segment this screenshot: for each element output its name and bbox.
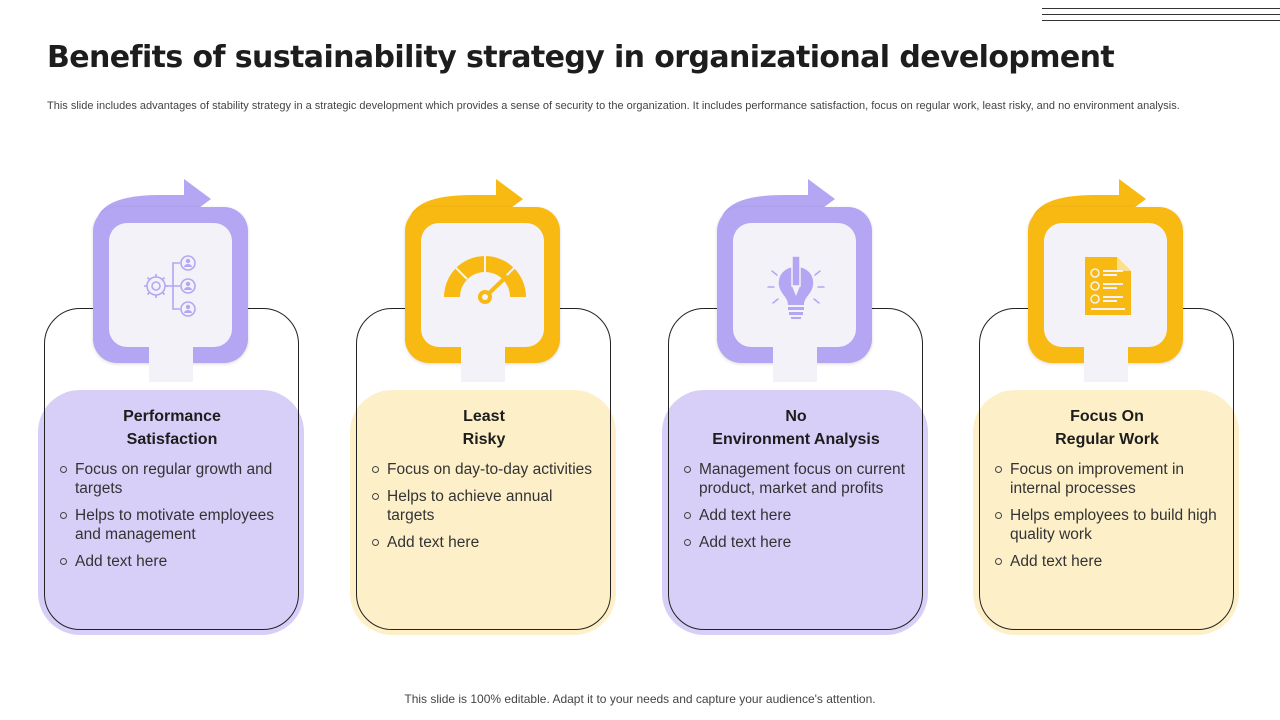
bullet-list: Focus on improvement in internal process… bbox=[994, 460, 1219, 579]
bullet-item: Focus on day-to-day activities bbox=[371, 460, 596, 479]
card-title: Focus On Regular Work bbox=[1055, 408, 1159, 448]
lightbulb-pencil-icon bbox=[767, 255, 825, 319]
bullet-item: Management focus on current product, mar… bbox=[683, 460, 908, 498]
card-title: Least Risky bbox=[462, 408, 506, 448]
bullet-item: Helps to motivate employees and manageme… bbox=[59, 506, 284, 544]
bullet-item: Focus on improvement in internal process… bbox=[994, 460, 1219, 498]
speedometer-gauge-icon bbox=[444, 256, 526, 304]
bullet-list: Management focus on current product, mar… bbox=[683, 460, 908, 560]
bullet-item: Add text here bbox=[683, 533, 908, 552]
document-list-icon bbox=[1085, 257, 1131, 315]
page-title: Benefits of sustainability strategy in o… bbox=[47, 40, 1115, 75]
bullet-list: Focus on day-to-day activities Helps to … bbox=[371, 460, 596, 560]
curved-arrow-decoration bbox=[1031, 179, 1146, 223]
curved-arrow-decoration bbox=[720, 179, 835, 223]
card-performance-satisfaction: Performance Satisfaction Focus on regula… bbox=[38, 175, 308, 637]
card-no-environment-analysis: No Environment Analysis Management focus… bbox=[662, 175, 932, 637]
bullet-item: Helps employees to build high quality wo… bbox=[994, 506, 1219, 544]
page-subtitle: This slide includes advantages of stabil… bbox=[47, 100, 1180, 112]
corner-decoration bbox=[1042, 8, 1280, 24]
card-title: No Environment Analysis bbox=[712, 408, 880, 448]
bullet-item: Add text here bbox=[683, 506, 908, 525]
bullet-item: Add text here bbox=[994, 552, 1219, 571]
bullet-item: Add text here bbox=[371, 533, 596, 552]
bullet-item: Helps to achieve annual targets bbox=[371, 487, 596, 525]
card-least-risky: Least Risky Focus on day-to-day activiti… bbox=[350, 175, 620, 637]
card-title: Performance Satisfaction bbox=[123, 408, 221, 448]
footer-note: This slide is 100% editable. Adapt it to… bbox=[404, 692, 876, 706]
icon-frame bbox=[1028, 207, 1183, 363]
bullet-item: Focus on regular growth and targets bbox=[59, 460, 284, 498]
curved-arrow-decoration bbox=[96, 179, 211, 223]
bullet-list: Focus on regular growth and targets Help… bbox=[59, 460, 284, 579]
card-focus-on-regular-work: Focus On Regular Work Focus on improveme… bbox=[973, 175, 1243, 637]
gear-people-network-icon bbox=[144, 255, 196, 317]
curved-arrow-decoration bbox=[408, 179, 523, 223]
bullet-item: Add text here bbox=[59, 552, 284, 571]
